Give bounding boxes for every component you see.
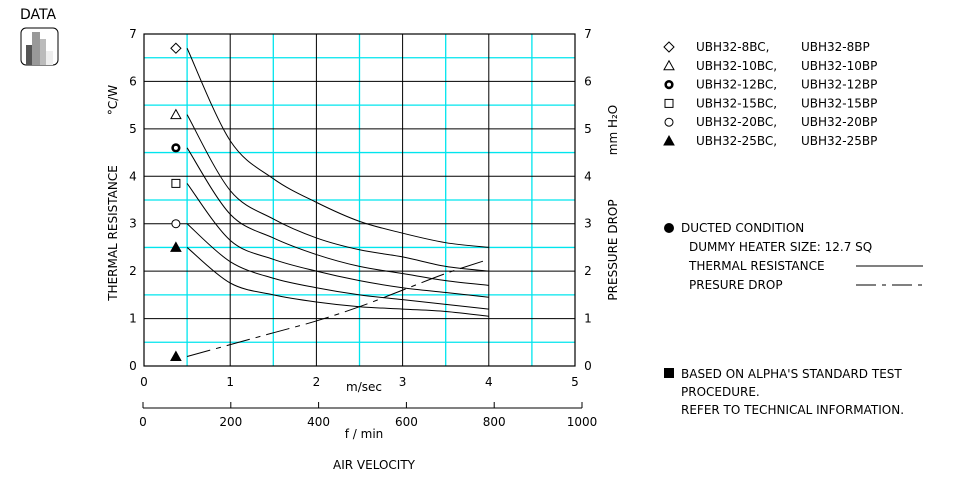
legend-label-bc: UBH32-12BC, xyxy=(696,78,777,92)
note-condition: DUCTED CONDITION xyxy=(681,221,804,235)
thermal-resistance-curve xyxy=(186,183,489,298)
axes: 0 01 12 23 34 45 56 67 70 1 2 3 4 50 200 400 600 800 1000 xyxy=(129,27,597,429)
legend-label-bp: UBH32-8BP xyxy=(801,40,870,54)
x-tick-label: 0 xyxy=(140,375,148,389)
thermal-resistance-curve xyxy=(186,114,489,272)
note-thermal: THERMAL RESISTANCE xyxy=(688,259,825,273)
y-left-tick-label: 2 xyxy=(129,264,137,278)
y-right-tick-label: 7 xyxy=(584,27,592,41)
plot-frame xyxy=(143,33,576,367)
y-left-tick-label: 4 xyxy=(129,169,137,183)
x-tick-label: 4 xyxy=(485,375,493,389)
x-tick-label: 3 xyxy=(399,375,407,389)
legend-label-bp: UBH32-10BP xyxy=(801,59,877,73)
bullet-square-icon xyxy=(664,368,674,378)
y-right-tick-label: 3 xyxy=(584,217,592,231)
x2-tick-label: 0 xyxy=(139,415,147,429)
y-right-title: PRESSURE DROP xyxy=(606,199,620,300)
x-unit-secondary: f / min xyxy=(345,427,384,441)
x2-tick-label: 1000 xyxy=(567,415,598,429)
y-left-tick-label: 0 xyxy=(129,359,137,373)
x2-tick-label: 800 xyxy=(483,415,506,429)
triangle-filled-marker-icon xyxy=(170,350,182,362)
y-left-unit: °C/W xyxy=(106,85,120,115)
x-axis-title: AIR VELOCITY xyxy=(333,458,416,472)
badge-label: DATA xyxy=(20,7,56,23)
x-tick-label: 5 xyxy=(571,375,579,389)
circle-bold-marker-icon xyxy=(171,143,181,153)
y-right-tick-label: 4 xyxy=(584,169,592,183)
y-left-tick-label: 3 xyxy=(129,217,137,231)
legend-label-bp: UBH32-20BP xyxy=(801,115,877,129)
y-right-tick-label: 2 xyxy=(584,264,592,278)
circle-open-marker-icon xyxy=(171,219,181,229)
legend-label-bp: UBH32-12BP xyxy=(801,78,877,92)
pressure-drop-curve xyxy=(186,258,489,357)
triangle-filled-marker-icon xyxy=(663,134,675,146)
y-left-tick-label: 6 xyxy=(129,74,137,88)
triangle-open-marker-icon xyxy=(663,59,675,71)
thermal-resistance-curve xyxy=(186,48,489,248)
triangle-open-marker-icon xyxy=(170,108,182,120)
diamond-open-marker-icon xyxy=(663,41,675,53)
square-open-marker-icon xyxy=(171,178,181,188)
note-pressure: PRESURE DROP xyxy=(689,278,783,292)
x2-tick-label: 400 xyxy=(307,415,330,429)
legend-label-bp: UBH32-15BP xyxy=(801,96,877,110)
square-open-marker-icon xyxy=(664,98,674,108)
x-tick-label: 2 xyxy=(313,375,321,389)
circle-bold-marker-icon xyxy=(664,79,674,90)
y-right-tick-label: 0 xyxy=(584,359,592,373)
y-left-tick-label: 7 xyxy=(129,27,137,41)
note-standard-2: PROCEDURE. xyxy=(681,385,760,399)
x2-tick-label: 600 xyxy=(395,415,418,429)
legend: UBH32-8BC, UBH32-8BP UBH32-10BC, UBH32-10BP… xyxy=(663,40,877,148)
note-heater: DUMMY HEATER SIZE: 12.7 SQ xyxy=(689,240,872,254)
y-right-unit: mm H₂O xyxy=(606,105,620,155)
y-left-tick-label: 5 xyxy=(129,122,137,136)
y-right-tick-label: 6 xyxy=(584,74,592,88)
legend-label-bc: UBH32-20BC, xyxy=(696,115,777,129)
notes: DUCTED CONDITION DUMMY HEATER SIZE: 12.7… xyxy=(664,221,923,417)
note-standard-3: REFER TO TECHNICAL INFORMATION. xyxy=(681,403,904,417)
note-standard-1: BASED ON ALPHA'S STANDARD TEST xyxy=(681,367,902,381)
triangle-filled-marker-icon xyxy=(170,241,182,252)
legend-label-bc: UBH32-15BC, xyxy=(696,96,777,110)
diamond-open-marker-icon xyxy=(170,42,182,54)
thermal-resistance-curve xyxy=(186,223,489,310)
curves xyxy=(170,42,489,362)
data-badge: DATA xyxy=(20,7,59,66)
circle-open-marker-icon xyxy=(664,117,674,127)
legend-label-bp: UBH32-25BP xyxy=(801,134,877,148)
bullet-circle-icon xyxy=(664,223,674,233)
y-left-tick-label: 1 xyxy=(129,312,137,326)
legend-label-bc: UBH32-10BC, xyxy=(696,59,777,73)
y-right-tick-label: 1 xyxy=(584,312,592,326)
plot-grid xyxy=(143,33,576,367)
y-left-title: THERMAL RESISTANCE xyxy=(106,165,120,302)
x-tick-label: 1 xyxy=(226,375,234,389)
legend-label-bc: UBH32-8BC, xyxy=(696,40,770,54)
x-unit-primary: m/sec xyxy=(346,380,382,394)
thermal-resistance-curve xyxy=(186,147,489,286)
bar-chart-icon xyxy=(20,27,59,66)
x2-tick-label: 200 xyxy=(219,415,242,429)
thermal-resistance-curve xyxy=(186,247,489,317)
y-right-tick-label: 5 xyxy=(584,122,592,136)
legend-label-bc: UBH32-25BC, xyxy=(696,134,777,148)
